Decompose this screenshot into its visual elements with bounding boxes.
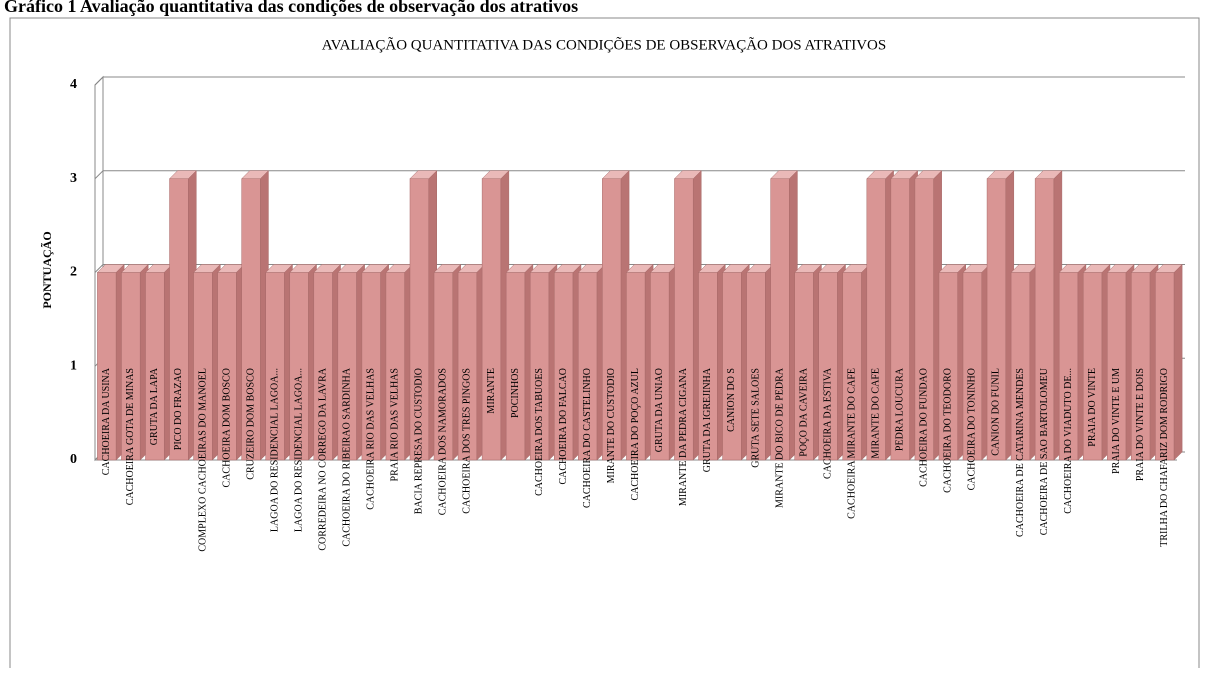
x-tick-label: PRAIA DO VINTE E DOIS <box>1135 368 1146 481</box>
x-tick-label: CACHOEIRA DE CATARINA MENDES <box>1015 368 1026 537</box>
x-tick-label: LAGOA DO RESIDENCIAL LAGOA... <box>293 368 304 532</box>
x-tick-label: CACHOEIRA DO POÇO AZUL <box>630 368 641 501</box>
x-tick-label: MIRANTE DA PEDRA CIGANA <box>678 367 689 506</box>
x-tick-label: CACHOEIRA DO CASTELINHO <box>582 368 593 508</box>
x-tick-label: CACHOEIRA RIO DAS VELHAS <box>366 368 377 510</box>
x-tick-label: CACHOEIRA DOS TABUOES <box>534 368 545 496</box>
x-tick-label: MIRANTE DO CAFE <box>871 368 882 459</box>
x-tick-label: GRUTA DA LAPA <box>149 367 160 445</box>
x-tick-label: CACHOEIRA DO FUNDAO <box>919 368 930 487</box>
y-tick-label: 1 <box>70 358 77 373</box>
bar-front <box>506 273 525 461</box>
bar-side <box>1174 265 1182 461</box>
x-tick-label: PEDRA LOUCURA <box>895 367 906 451</box>
x-tick-label: LAGOA DO RESIDENCIAL LAGOA... <box>269 368 280 532</box>
chart-title: AVALIAÇÃO QUANTITATIVA DAS CONDIÇÕES DE … <box>322 36 886 53</box>
x-tick-label: CORREDEIRA NO CORREGO DA LAVRA <box>317 367 328 550</box>
x-tick-label: GRUTA DA IGREJINHA <box>702 367 713 472</box>
x-tick-label: CACHOEIRA DA USINA <box>101 367 112 475</box>
x-tick-label: PICO DO FRAZAO <box>173 368 184 450</box>
bar <box>506 265 533 461</box>
x-tick-label: CACHOEIRA DOS NAMORADOS <box>438 368 449 515</box>
y-tick-label: 3 <box>70 171 77 186</box>
page: Gráfico 1 Avaliação quantitativa das con… <box>0 0 1207 668</box>
x-tick-label: CANION DO S <box>726 368 737 432</box>
x-tick-label: PRAIA DO VINTE <box>1087 368 1098 447</box>
x-tick-label: CACHOEIRA DO TONINHO <box>967 368 978 490</box>
x-tick-label: TRILHA DO CHAFARIZ DOM RODRIGO <box>1159 368 1170 547</box>
x-tick-label: CACHOEIRA DOM BOSCO <box>221 368 232 487</box>
x-tick-label: GRUTA SETE SALOES <box>750 368 761 468</box>
y-tick-label: 0 <box>70 452 77 467</box>
x-tick-label: CRUZEIRO DOM BOSCO <box>245 368 256 480</box>
x-tick-label: PRAIA RIO DAS VELHAS <box>390 368 401 481</box>
x-tick-label: POCINHOS <box>510 368 521 418</box>
y-tick-label: 2 <box>70 265 77 280</box>
x-tick-label: CANION DO FUNIL <box>991 368 1002 456</box>
x-tick-label: PRAIA DO VINTE E UM <box>1111 368 1122 474</box>
x-tick-label: GRUTA DA UNIAO <box>654 368 665 452</box>
x-tick-label: CACHOEIRA DO TEODORO <box>943 368 954 493</box>
x-tick-label: CACHOEIRA DE SAO BARTOLOMEU <box>1039 367 1050 535</box>
x-tick-label: CACHOEIRA DO VIADUTO DE... <box>1063 368 1074 514</box>
x-tick-label: MIRANTE DO CUSTODIO <box>606 368 617 483</box>
x-tick-label: COMPLEXO CACHOEIRAS DO MANOEL <box>197 368 208 552</box>
y-axis-label: PONTUAÇÃO <box>40 231 54 308</box>
bar-front <box>482 179 501 460</box>
figure-caption: Gráfico 1 Avaliação quantitativa das con… <box>4 0 578 16</box>
y-tick-label: 4 <box>70 77 77 92</box>
x-tick-label: CACHOEIRA DOS TRES PINGOS <box>462 368 473 514</box>
x-tick-label: CACHOEIRA GOTA DE MINAS <box>125 368 136 505</box>
x-tick-label: POÇO DA CAVEIRA <box>798 367 809 456</box>
x-tick-label: CACHOEIRA MIRANTE DO CAFE <box>846 368 857 519</box>
x-tick-label: CACHOEIRA DA ESTIVA <box>822 367 833 479</box>
x-tick-label: CACHOEIRA DO FALCAO <box>558 368 569 485</box>
x-tick-label: CACHOEIRA DO RIBEIRAO SARDINHA <box>342 367 353 546</box>
x-tick-label: BACIA REPRESA DO CUSTODIO <box>414 368 425 514</box>
bar <box>482 171 509 460</box>
x-tick-label: MIRANTE <box>486 368 497 414</box>
x-tick-label: MIRANTE DO BICO DE PEDRA <box>774 367 785 508</box>
